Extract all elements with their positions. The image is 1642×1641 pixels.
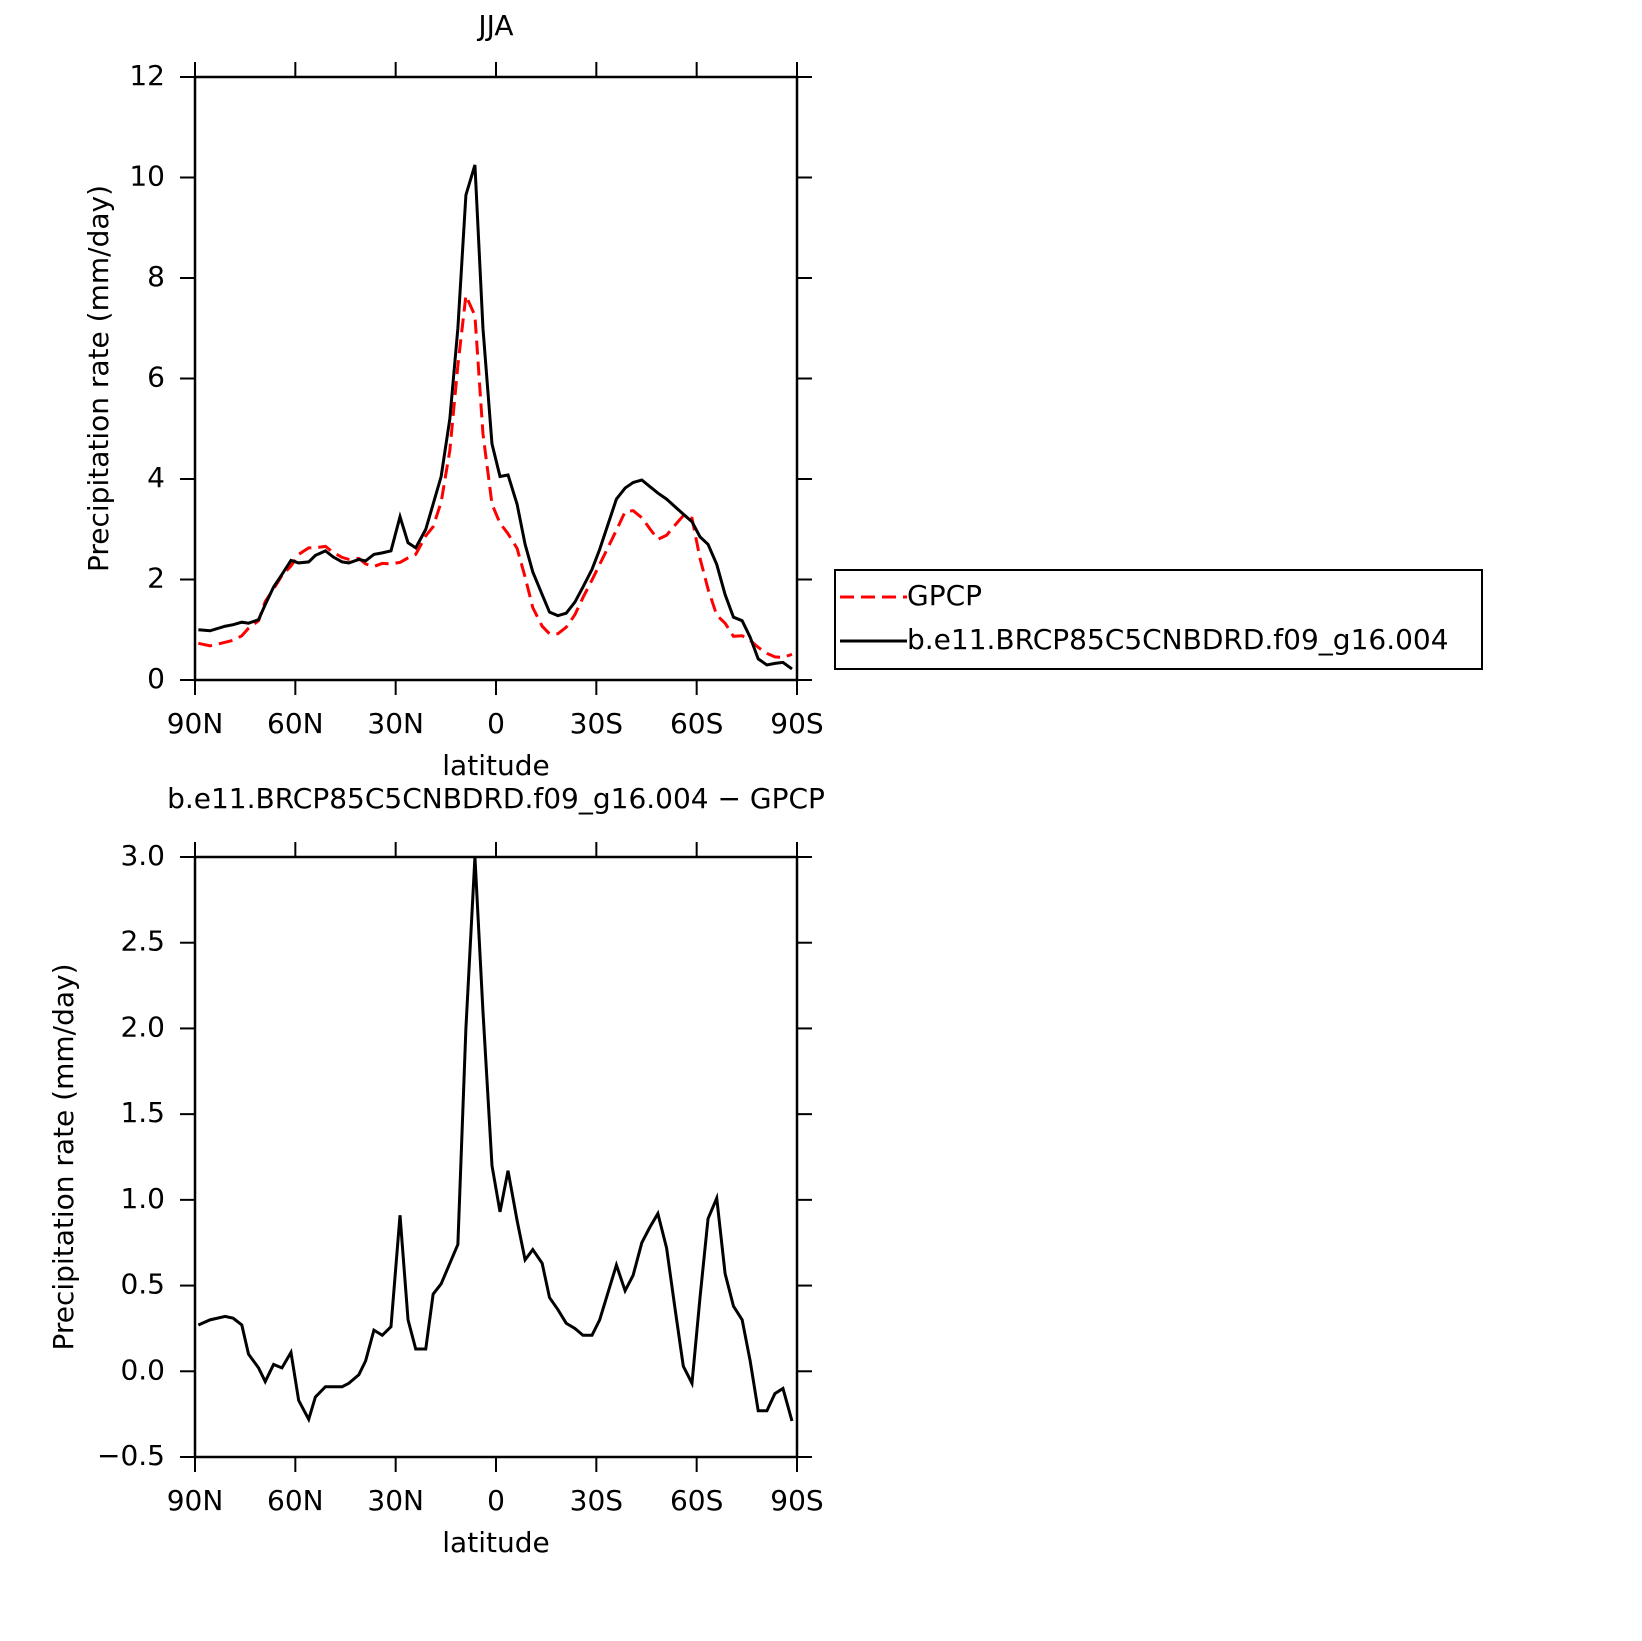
chart-title: JJA [476,9,513,42]
plot-frame [193,75,799,682]
y-tick-label: 6 [147,361,165,394]
plot-frame [193,855,799,1459]
data-line [198,164,793,671]
y-tick-label: 3.0 [120,839,165,872]
y-tick-label: 2.5 [120,925,165,958]
x-tick-label: 30S [570,1484,623,1517]
y-tick-label: 4 [147,461,165,494]
x-tick-label: 90N [167,707,224,740]
x-axis-label: latitude [442,1526,549,1559]
x-tick-label: 60S [670,1484,723,1517]
chart-title: b.e11.BRCP85C5CNBDRD.f09_g16.004 − GPCP [167,782,825,815]
x-tick-label: 30N [367,1484,424,1517]
y-tick-label: 8 [147,260,165,293]
x-tick-label: 60S [670,707,723,740]
x-tick-label: 90S [770,707,823,740]
x-tick-label: 0 [487,707,505,740]
y-axis-label: Precipitation rate (mm/day) [82,185,115,572]
legend-label: b.e11.BRCP85C5CNBDRD.f09_g16.004 [907,623,1449,656]
y-tick-label: 0.5 [120,1268,165,1301]
x-tick-label: 90N [167,1484,224,1517]
legend-box [834,569,1483,670]
y-tick-label: 12 [129,59,165,92]
y-tick-label: 1.0 [120,1182,165,1215]
data-line [198,289,793,659]
y-axis-label: Precipitation rate (mm/day) [47,963,80,1350]
x-axis-label: latitude [442,749,549,782]
x-tick-label: 30N [367,707,424,740]
y-tick-label: 1.5 [120,1096,165,1129]
x-tick-label: 90S [770,1484,823,1517]
y-tick-label: 0 [147,662,165,695]
x-tick-label: 60N [267,1484,324,1517]
data-line [197,856,794,1424]
x-tick-label: 60N [267,707,324,740]
legend-label: GPCP [907,579,982,612]
x-tick-label: 0 [487,1484,505,1517]
y-tick-label: 10 [129,160,165,193]
x-tick-label: 30S [570,707,623,740]
y-tick-label: 2 [147,562,165,595]
y-tick-label: 0.0 [120,1353,165,1386]
y-tick-label: −0.5 [97,1439,165,1472]
y-tick-label: 2.0 [120,1010,165,1043]
